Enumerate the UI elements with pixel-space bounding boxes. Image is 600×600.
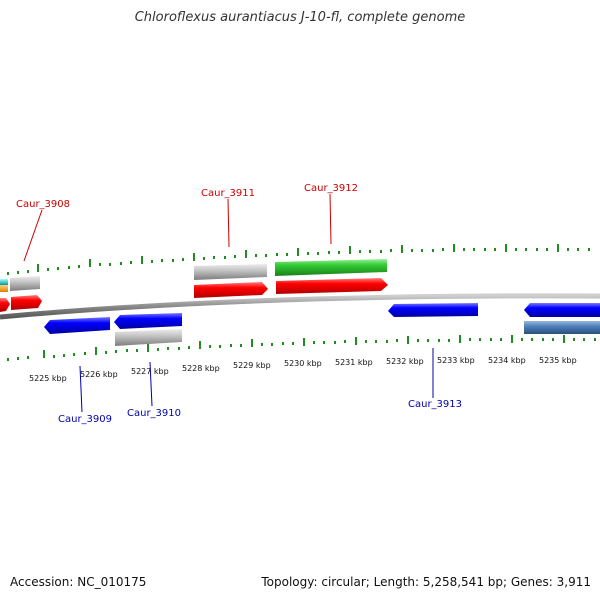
cds-feature-caur-3910[interactable] xyxy=(114,313,182,329)
misc-feature-right[interactable] xyxy=(524,321,600,334)
reverse-leaders xyxy=(79,348,434,413)
gene-feature[interactable] xyxy=(10,276,40,291)
gene-labels: Caur_3908 Caur_3911 Caur_3912 Caur_3909 … xyxy=(16,183,462,425)
gene-label-caur-3911[interactable]: Caur_3911 xyxy=(201,188,255,199)
ruler-label: 5230 kbp xyxy=(284,359,322,368)
ruler-label: 5232 kbp xyxy=(386,357,424,366)
forward-leaders xyxy=(23,193,332,262)
cds-feature-left[interactable] xyxy=(0,298,10,312)
genome-backbone xyxy=(0,293,600,320)
cds-feature-caur-3909[interactable] xyxy=(44,317,110,334)
misc-feature-orange[interactable] xyxy=(0,285,8,292)
ruler-labels: 5225 kbp 5226 kbp 5227 kbp 5228 kbp 5229… xyxy=(29,356,577,383)
map-title: Chloroflexus aurantiacus J-10-fl, comple… xyxy=(134,10,466,25)
ruler-label: 5226 kbp xyxy=(80,370,118,379)
accession-text: Accession: NC_010175 xyxy=(10,575,147,589)
cds-feature-right[interactable] xyxy=(524,303,600,317)
forward-features xyxy=(0,259,388,312)
cds-feature-caur-3908[interactable] xyxy=(11,295,42,310)
cds-feature-caur-3911[interactable] xyxy=(194,282,268,298)
gene-label-caur-3909[interactable]: Caur_3909 xyxy=(58,414,112,425)
misc-feature-cyan[interactable] xyxy=(0,279,8,285)
outer-ruler-ticks xyxy=(7,244,590,275)
gene-label-caur-3908[interactable]: Caur_3908 xyxy=(16,199,70,210)
gene-feature-caur-3911[interactable] xyxy=(194,264,267,280)
gene-feature-caur-3910[interactable] xyxy=(115,329,182,346)
inner-ruler-ticks xyxy=(7,335,596,361)
gene-label-caur-3910[interactable]: Caur_3910 xyxy=(127,408,181,419)
ruler-label: 5233 kbp xyxy=(437,356,475,365)
cds-feature-caur-3913[interactable] xyxy=(388,303,478,317)
ruler-label: 5229 kbp xyxy=(233,361,271,370)
ruler-label: 5225 kbp xyxy=(29,374,67,383)
ruler-label: 5235 kbp xyxy=(539,356,577,365)
ruler-label: 5228 kbp xyxy=(182,364,220,373)
reverse-features xyxy=(44,303,600,346)
trna-feature-caur-3912[interactable] xyxy=(275,259,387,276)
genome-summary-text: Topology: circular; Length: 5,258,541 bp… xyxy=(261,575,591,589)
ruler-label: 5231 kbp xyxy=(335,358,373,367)
ruler-label: 5234 kbp xyxy=(488,356,526,365)
cds-feature-caur-3912[interactable] xyxy=(276,278,388,294)
gene-label-caur-3913[interactable]: Caur_3913 xyxy=(408,399,462,410)
gene-label-caur-3912[interactable]: Caur_3912 xyxy=(304,183,358,194)
ruler-label: 5227 kbp xyxy=(131,367,169,376)
